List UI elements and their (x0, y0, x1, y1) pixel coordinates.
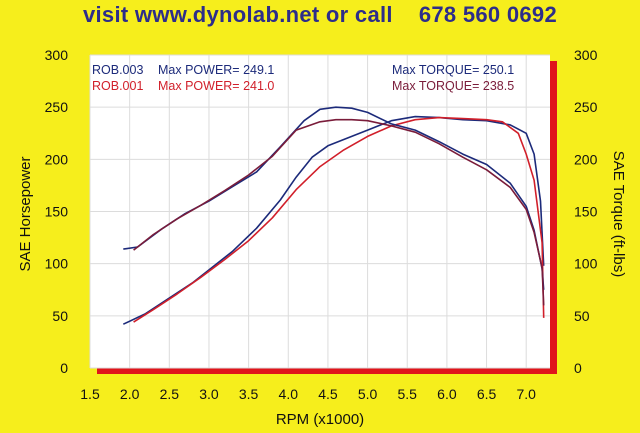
y-axis-title-left: SAE Horsepower (17, 156, 34, 271)
legend: ROB.003 Max POWER= 249.1 Max TORQUE= 250… (92, 63, 514, 93)
y-tick-label-right: 0 (574, 360, 582, 376)
series-line (133, 118, 545, 306)
y-tick-label-left: 100 (45, 256, 69, 272)
x-tick-label: 1.5 (80, 386, 100, 402)
x-tick-label: 4.0 (279, 386, 299, 402)
x-tick-label: 3.5 (239, 386, 259, 402)
x-axis-title: RPM (x1000) (276, 411, 364, 428)
header-banner: visit www.dynolab.net or call 678 560 069… (0, 2, 640, 28)
legend-power-1: Max POWER= 249.1 (158, 63, 274, 77)
header-phone-text: 678 560 0692 (418, 2, 558, 27)
legend-run-2: ROB.001 (92, 79, 143, 93)
y-tick-label-right: 50 (574, 308, 590, 324)
y-tick-label-right: 100 (574, 256, 598, 272)
y-tick-label-right: 300 (574, 47, 598, 63)
y-axis-title-right: SAE Torque (ft-lbs) (610, 151, 627, 277)
legend-run-1: ROB.003 (92, 63, 143, 77)
y-ticks-left: 0 50 100 150 200 250 300 (45, 47, 69, 376)
y-tick-label-left: 150 (45, 204, 69, 220)
x-tick-label: 5.5 (398, 386, 418, 402)
series-layer (122, 106, 545, 325)
y-tick-label-right: 250 (574, 99, 598, 115)
series-line (122, 115, 545, 325)
x-tick-label: 6.5 (477, 386, 497, 402)
x-tick-label: 4.5 (318, 386, 338, 402)
x-tick-label: 6.0 (437, 386, 457, 402)
y-tick-label-right: 200 (574, 151, 598, 167)
y-tick-label-left: 0 (60, 360, 68, 376)
y-tick-label-left: 200 (45, 151, 69, 167)
header-visit-text: visit www.dynolab.net or call (82, 2, 393, 27)
series-line (133, 116, 545, 323)
x-ticks: 1.5 2.0 2.5 3.0 3.5 4.0 4.5 5.0 5.5 6.0 6.5 7.0 (80, 386, 536, 402)
x-tick-label: 2.5 (160, 386, 180, 402)
y-tick-label-left: 250 (45, 99, 69, 115)
y-tick-label-right: 150 (574, 204, 598, 220)
legend-torque-2: Max TORQUE= 238.5 (392, 79, 514, 93)
legend-torque-1: Max TORQUE= 250.1 (392, 63, 514, 77)
y-tick-label-left: 50 (52, 308, 68, 324)
x-tick-label: 3.0 (199, 386, 219, 402)
x-tick-label: 2.0 (120, 386, 140, 402)
x-tick-label: 7.0 (516, 386, 536, 402)
legend-power-2: Max POWER= 241.0 (158, 79, 274, 93)
x-tick-label: 5.0 (358, 386, 378, 402)
y-ticks-right: 0 50 100 150 200 250 300 (574, 47, 598, 376)
y-tick-label-left: 300 (45, 47, 69, 63)
